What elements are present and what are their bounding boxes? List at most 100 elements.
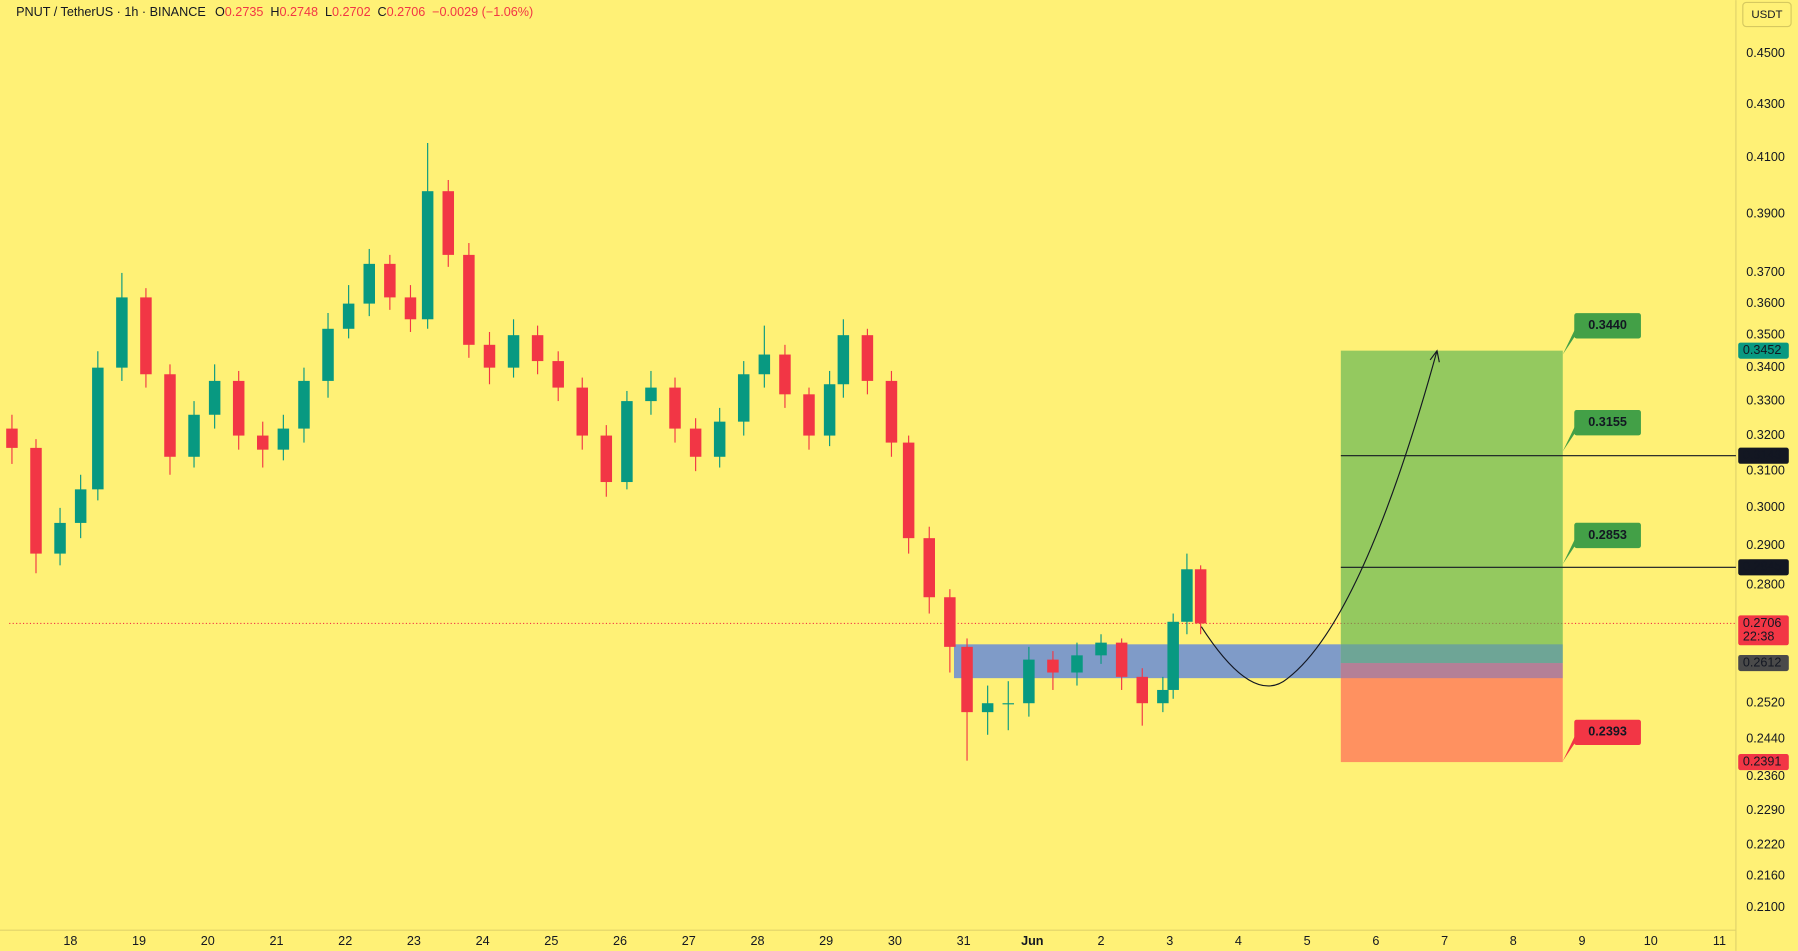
ohlc-key: L: [325, 5, 332, 19]
candle-body: [1181, 569, 1193, 622]
currency-button[interactable]: [1742, 1, 1792, 28]
x-tick-label: 30: [888, 934, 902, 948]
candle-body: [342, 303, 355, 329]
y-tick-label: 0.4300: [1746, 97, 1785, 111]
x-tick-label: 19: [132, 934, 146, 948]
y-tick-label: 0.2800: [1746, 578, 1785, 592]
candle-body: [507, 335, 520, 368]
candle-body: [737, 374, 750, 422]
target-box: [1574, 522, 1641, 549]
ohlc-value: 0.2735: [225, 5, 264, 19]
candle-body: [689, 428, 702, 457]
y-tick-label: 0.3200: [1746, 428, 1785, 442]
candle-body: [442, 191, 455, 255]
y-tick-label: 0.2360: [1746, 769, 1785, 783]
x-tick-label: 9: [1578, 934, 1585, 948]
candle-body: [923, 538, 935, 598]
candle-body: [902, 442, 915, 539]
candle-body: [1071, 655, 1083, 673]
y-tick-label: 0.4100: [1746, 150, 1785, 164]
candle-body: [823, 384, 836, 436]
y-tick-label: 0.3600: [1746, 296, 1785, 310]
candle-body: [961, 646, 973, 713]
target-label: 0.3155: [1588, 415, 1627, 429]
candle-body: [944, 597, 956, 647]
y-tick-label: 0.3400: [1746, 360, 1785, 374]
symbol-header: PNUT / TetherUS · 1h · BINANCE O0.2735 H0.…: [16, 5, 533, 19]
symbol: PNUT / TetherUS · 1h · BINANCE: [16, 5, 206, 19]
x-tick-label: 26: [613, 934, 627, 948]
candle-body: [298, 380, 310, 429]
candle-body: [188, 414, 200, 457]
candle-body: [645, 387, 657, 402]
ohlc-key: C: [378, 5, 387, 19]
target-tag-label: 0.3452: [1743, 343, 1782, 357]
candle-body: [981, 703, 994, 713]
candle-body: [6, 428, 18, 448]
y-tick-label: 0.2440: [1746, 732, 1785, 746]
x-tick-label: Jun: [1021, 934, 1043, 948]
y-tick-label: 0.2290: [1746, 803, 1785, 817]
candle-body: [164, 374, 176, 457]
y-tick-label: 0.3000: [1746, 500, 1785, 514]
stop-tag-label: 0.2391: [1743, 754, 1782, 768]
profit-area: [1340, 350, 1563, 664]
loss-area: [1340, 663, 1563, 763]
x-tick-label: 6: [1372, 934, 1379, 948]
candle-body: [1136, 676, 1149, 704]
x-tick-label: 11: [1713, 934, 1726, 948]
current-price-tag: [1738, 615, 1789, 646]
candle-body: [92, 367, 104, 490]
current-price-tag-label: 0.2706: [1743, 616, 1782, 630]
entry-tag: [1738, 654, 1789, 672]
candle-body: [256, 435, 269, 450]
x-tick-label: 3: [1166, 934, 1173, 948]
candle-body: [837, 335, 850, 385]
candle-body: [54, 522, 66, 554]
target-box: [1574, 313, 1641, 339]
projection-arrowhead: [1429, 349, 1440, 363]
candle-body: [30, 447, 42, 554]
x-tick-label: 25: [544, 934, 558, 948]
ohlc-key: O: [215, 5, 225, 19]
level-tag: [1738, 447, 1789, 464]
currency-label[interactable]: USDT: [1751, 9, 1782, 21]
level-tag: [1738, 559, 1789, 576]
target-box: [1574, 410, 1641, 436]
entry-tag-label: 0.2612: [1743, 655, 1782, 669]
y-tick-label: 0.2160: [1746, 868, 1785, 882]
ohlc-value: 0.2706: [387, 5, 426, 19]
y-tick-label: 0.2220: [1746, 838, 1785, 852]
x-tick-label: 22: [338, 934, 352, 948]
stop-tag: [1738, 754, 1789, 771]
candle-body: [576, 387, 589, 436]
x-tick-label: 31: [957, 934, 971, 948]
candle-body: [483, 344, 496, 368]
target-label: 0.3440: [1588, 318, 1627, 332]
candle-body: [277, 428, 290, 450]
candle-body: [861, 335, 874, 381]
x-tick-label: 21: [269, 934, 283, 948]
candle-body: [713, 421, 726, 457]
candle-body: [669, 387, 681, 429]
current-price-countdown: 22:38: [1743, 630, 1775, 644]
candle-body: [779, 354, 791, 395]
level-tag-label: 0.3143: [1743, 448, 1782, 462]
candle-body: [758, 354, 771, 375]
zone-overlay: [1340, 644, 1563, 679]
y-tick-label: 0.4500: [1746, 46, 1785, 60]
drawings-back: [9, 350, 1736, 763]
candle-body: [232, 380, 245, 436]
candle-body: [621, 401, 633, 483]
y-tick-label: 0.2100: [1746, 900, 1785, 914]
candle-body: [552, 361, 564, 388]
candle-body: [531, 335, 544, 362]
candle-body: [600, 435, 613, 483]
y-tick-label: 0.3500: [1746, 328, 1785, 342]
x-tick-label: 10: [1644, 934, 1658, 948]
candle-body: [404, 297, 417, 320]
x-tick-label: 20: [201, 934, 215, 948]
x-tick-label: 8: [1510, 934, 1517, 948]
candle-body: [140, 297, 152, 375]
